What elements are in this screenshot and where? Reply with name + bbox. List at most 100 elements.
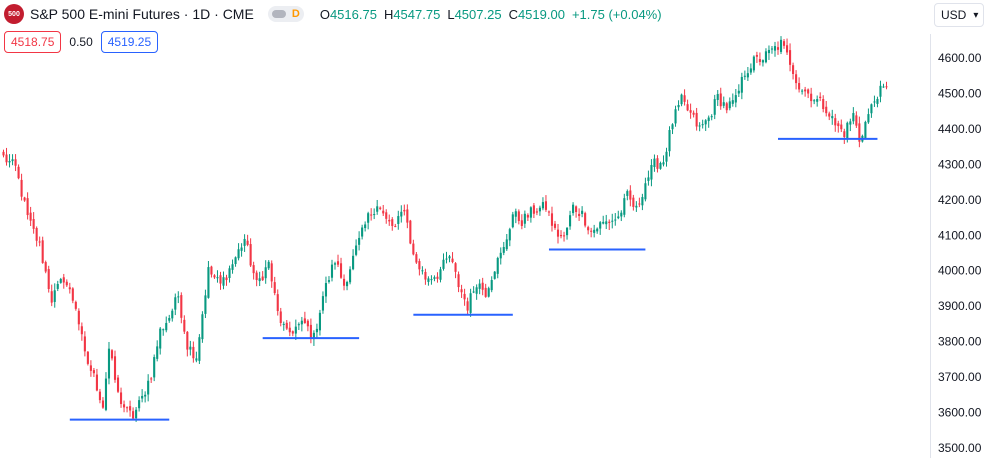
- candle-up[interactable]: [367, 213, 370, 223]
- candle-down[interactable]: [834, 118, 837, 126]
- candle-up[interactable]: [162, 329, 165, 331]
- candle-down[interactable]: [388, 219, 391, 222]
- candle-up[interactable]: [439, 269, 442, 280]
- candle-up[interactable]: [710, 116, 713, 118]
- candle-down[interactable]: [101, 400, 105, 408]
- candle-down[interactable]: [95, 374, 98, 391]
- candle-up[interactable]: [779, 39, 783, 52]
- candle-down[interactable]: [466, 301, 469, 311]
- candle-up[interactable]: [816, 99, 819, 102]
- candle-up[interactable]: [198, 337, 201, 361]
- candle-up[interactable]: [743, 75, 746, 77]
- candle-down[interactable]: [415, 254, 418, 263]
- candle-down[interactable]: [755, 54, 758, 57]
- candle-up[interactable]: [11, 159, 14, 162]
- candle-up[interactable]: [297, 324, 300, 326]
- candle-down[interactable]: [47, 269, 50, 290]
- candle-up[interactable]: [801, 90, 804, 92]
- candle-up[interactable]: [448, 256, 451, 259]
- candle-up[interactable]: [665, 151, 668, 162]
- candle-down[interactable]: [219, 275, 222, 284]
- candle-up[interactable]: [421, 270, 424, 272]
- candle-up[interactable]: [355, 245, 358, 255]
- candle-down[interactable]: [418, 261, 421, 270]
- candle-up[interactable]: [746, 73, 749, 78]
- candle-down[interactable]: [632, 197, 635, 207]
- candle-down[interactable]: [556, 229, 560, 237]
- candle-down[interactable]: [719, 93, 722, 107]
- candle-up[interactable]: [737, 90, 740, 94]
- candle-up[interactable]: [294, 326, 297, 334]
- candle-up[interactable]: [514, 211, 517, 217]
- candle-up[interactable]: [472, 291, 475, 293]
- candle-down[interactable]: [608, 221, 611, 223]
- candle-up[interactable]: [813, 100, 816, 102]
- candle-down[interactable]: [370, 214, 373, 216]
- candle-down[interactable]: [692, 112, 695, 115]
- candle-down[interactable]: [843, 131, 846, 138]
- candle-up[interactable]: [626, 191, 629, 196]
- candle-down[interactable]: [342, 278, 346, 286]
- candle-up[interactable]: [324, 283, 328, 297]
- candle-down[interactable]: [409, 220, 412, 244]
- candle-down[interactable]: [412, 243, 415, 255]
- candle-up[interactable]: [668, 130, 671, 152]
- candle-down[interactable]: [575, 206, 578, 213]
- candle-up[interactable]: [734, 95, 737, 103]
- candle-up[interactable]: [701, 124, 704, 126]
- candle-up[interactable]: [846, 122, 849, 139]
- candle-down[interactable]: [309, 324, 312, 339]
- candle-up[interactable]: [505, 239, 508, 250]
- candle-down[interactable]: [246, 240, 249, 245]
- candle-down[interactable]: [403, 209, 406, 212]
- candle-up[interactable]: [318, 312, 321, 331]
- candle-up[interactable]: [189, 346, 192, 350]
- candle-up[interactable]: [611, 220, 614, 222]
- candle-up[interactable]: [490, 280, 493, 291]
- candle-up[interactable]: [174, 297, 177, 310]
- candle-up[interactable]: [864, 121, 867, 139]
- candle-up[interactable]: [581, 210, 584, 214]
- candle-up[interactable]: [228, 268, 231, 279]
- candle-down[interactable]: [578, 213, 581, 217]
- candle-up[interactable]: [330, 264, 334, 278]
- candle-up[interactable]: [680, 94, 683, 105]
- candle-down[interactable]: [391, 219, 394, 226]
- candle-down[interactable]: [559, 234, 563, 237]
- candle-down[interactable]: [261, 276, 264, 281]
- candle-down[interactable]: [629, 190, 632, 200]
- candle-up[interactable]: [222, 277, 225, 286]
- candle-down[interactable]: [186, 331, 189, 350]
- candle-up[interactable]: [674, 109, 677, 124]
- candle-up[interactable]: [147, 380, 150, 395]
- candle-up[interactable]: [671, 124, 674, 130]
- candle-up[interactable]: [662, 162, 665, 165]
- candle-down[interactable]: [116, 377, 120, 392]
- candle-down[interactable]: [303, 318, 306, 324]
- candle-up[interactable]: [427, 278, 430, 282]
- candle-up[interactable]: [659, 163, 662, 169]
- candle-up[interactable]: [159, 328, 162, 349]
- candle-up[interactable]: [138, 400, 141, 409]
- candle-down[interactable]: [656, 158, 659, 169]
- candle-up[interactable]: [400, 211, 403, 217]
- candle-down[interactable]: [394, 226, 397, 228]
- candle-up[interactable]: [445, 258, 448, 260]
- candle-down[interactable]: [385, 212, 388, 219]
- candle-up[interactable]: [635, 205, 638, 208]
- candle-up[interactable]: [511, 214, 514, 228]
- candle-down[interactable]: [481, 282, 484, 290]
- candle-down[interactable]: [74, 301, 77, 309]
- candle-up[interactable]: [870, 104, 873, 114]
- candle-down[interactable]: [587, 227, 590, 231]
- candle-up[interactable]: [216, 277, 219, 279]
- candle-up[interactable]: [231, 264, 234, 270]
- candle-down[interactable]: [798, 83, 801, 90]
- candle-up[interactable]: [873, 101, 876, 103]
- candle-down[interactable]: [686, 104, 689, 111]
- candle-up[interactable]: [352, 255, 355, 270]
- candle-down[interactable]: [192, 346, 195, 359]
- candle-down[interactable]: [29, 212, 32, 221]
- candle-up[interactable]: [195, 358, 198, 361]
